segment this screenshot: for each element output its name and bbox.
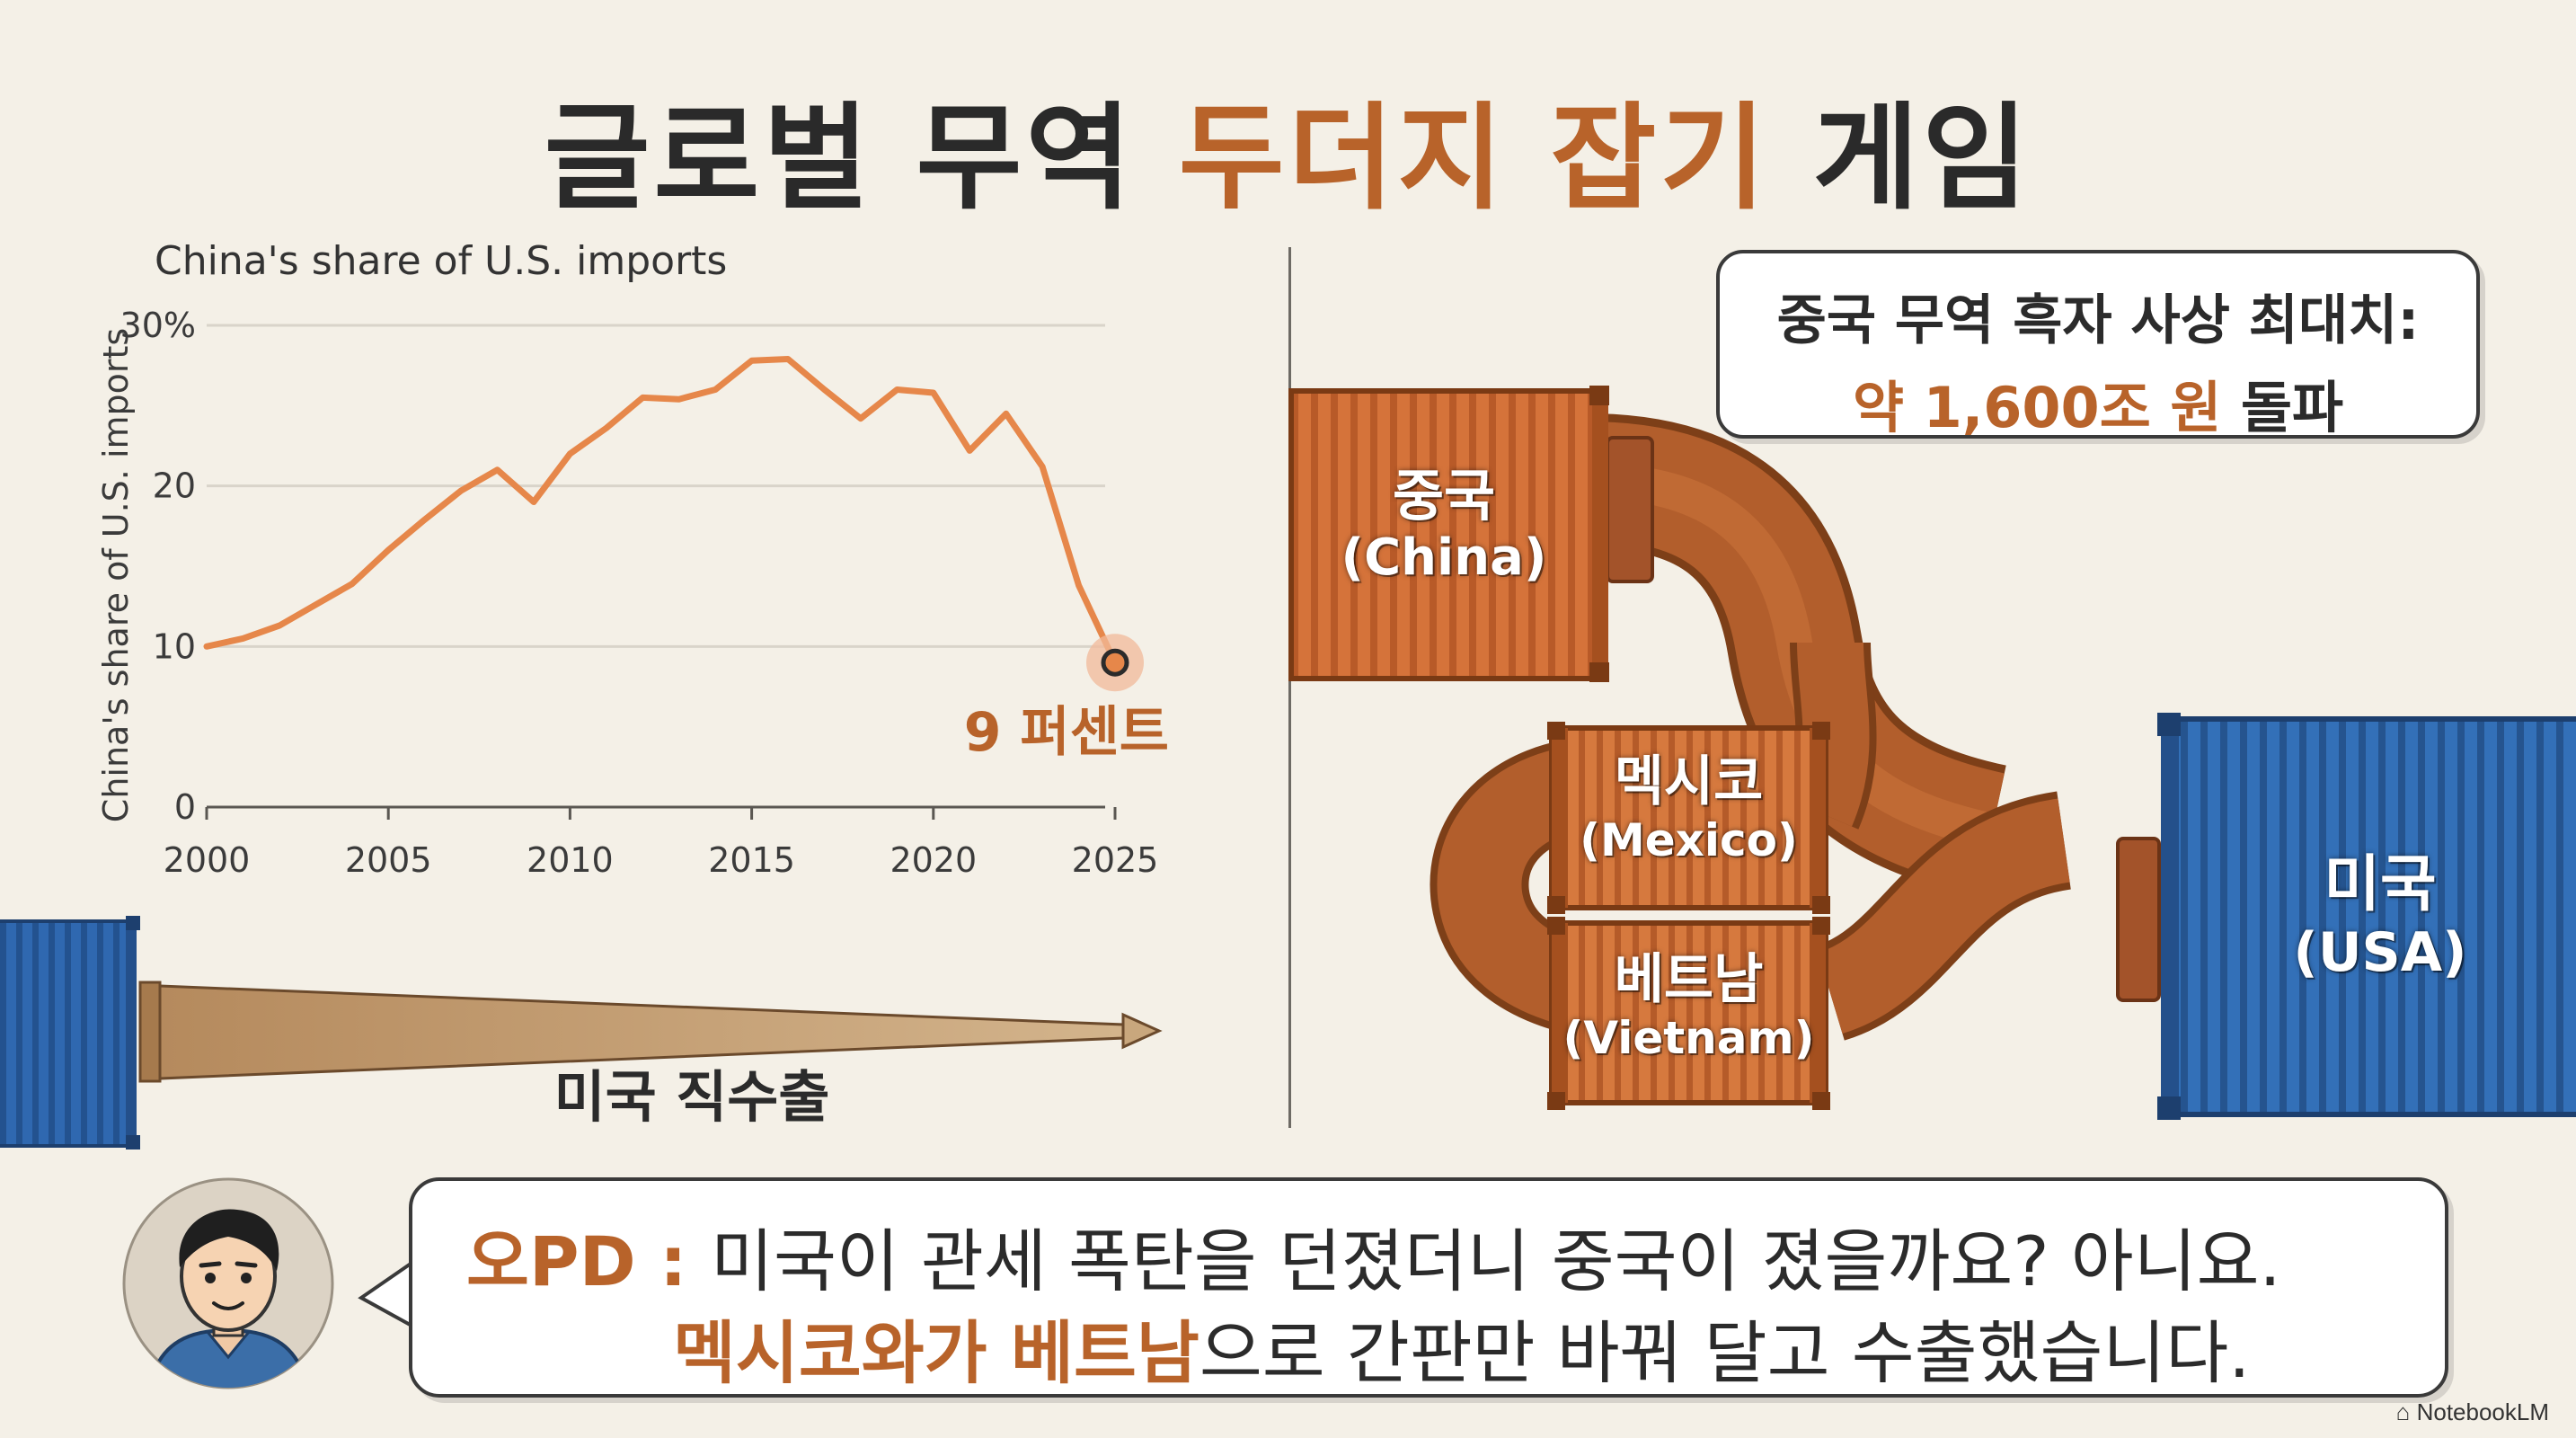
avatar: [122, 1177, 334, 1389]
vietnam-container-label: 베트남 (Vietnam): [1552, 948, 1826, 1065]
title-part2: 게임: [1769, 92, 2032, 226]
x-tick-label: 2000: [164, 840, 251, 880]
annotation-point: [1101, 648, 1129, 677]
china-share-line-chart: China's share of U.S. imports 0 10 20 30% 20…: [96, 238, 1169, 880]
notebooklm-watermark: ⌂ NotebookLM: [2395, 1398, 2549, 1425]
trade-pipes-illustration: [1288, 386, 2576, 1120]
vietnam-label-en: (Vietnam): [1562, 1011, 1815, 1064]
arrow-head: [1121, 1012, 1163, 1050]
x-tick-label: 2005: [345, 840, 432, 880]
y-tick-label: 30%: [120, 306, 196, 345]
usa-container: [2157, 713, 2576, 1120]
x-tick-label: 2020: [890, 840, 977, 880]
callout-line2: 약 1,600조 원 돌파: [1720, 362, 2476, 443]
annotation-label: 9 퍼센트: [964, 701, 1169, 764]
watermark-text: NotebookLM: [2416, 1398, 2549, 1425]
speech-highlight: 멕시코와가 베트남: [673, 1313, 1199, 1393]
usa-label-en: (USA): [2293, 921, 2467, 985]
speech-line2-text: 으로 간판만 바꿔 달고 수출했습니다.: [1199, 1313, 2251, 1393]
china-container: [1288, 386, 1609, 682]
callout-highlight: 약 1,600조 원: [1852, 375, 2222, 440]
y-tick-label: 10: [153, 626, 196, 666]
direct-exports-graphic: [0, 916, 1163, 1150]
speech-line1: 오PD : 미국이 관세 폭탄을 던졌더니 중국이 졌을까요? 아니요.: [466, 1206, 2281, 1305]
chart-title: China's share of U.S. imports: [155, 238, 727, 284]
chart-series: [203, 356, 1119, 666]
vietnam-label-ko: 베트남: [1614, 948, 1764, 1011]
y-tick-label: 20: [153, 466, 196, 506]
title-accent: 두더지 잡기: [1178, 92, 1770, 226]
title-part1: 글로벌 무역: [544, 92, 1179, 226]
series-line: [203, 356, 1119, 666]
mexico-label-ko: 멕시코: [1614, 750, 1764, 813]
page-title: 글로벌 무역 두더지 잡기 게임: [0, 65, 2576, 231]
mexico-container: [1547, 722, 1830, 914]
mexico-container-label: 멕시코 (Mexico): [1552, 750, 1826, 867]
trade-surplus-callout: 중국 무역 흑자 사상 최대치: 약 1,600조 원 돌파: [1716, 250, 2480, 440]
us-container-small: [0, 916, 140, 1150]
callout-line1: 중국 무역 흑자 사상 최대치:: [1776, 289, 2420, 352]
china-pipe-flange: [1606, 436, 1654, 583]
speaker-name: 오PD :: [466, 1221, 712, 1301]
china-label-ko: 중국: [1392, 463, 1496, 528]
usa-label-ko: 미국: [2324, 849, 2437, 920]
chart-grid: [207, 324, 1105, 648]
chart-annotation: 9 퍼센트: [964, 634, 1169, 764]
callout-rest: 돌파: [2221, 375, 2344, 440]
speech-line1-text: 미국이 관세 폭탄을 던졌더니 중국이 졌을까요? 아니요.: [711, 1221, 2281, 1301]
vietnam-container: [1547, 917, 1830, 1110]
direct-exports-label: 미국 직수출: [553, 1064, 830, 1130]
speech-bubble: 오PD : 미국이 관세 폭탄을 던졌더니 중국이 졌을까요? 아니요. 멕시코…: [409, 1177, 2448, 1398]
x-tick-label: 2015: [708, 840, 795, 880]
usa-container-label: 미국 (USA): [2173, 849, 2576, 985]
speech-line2: 멕시코와가 베트남으로 간판만 바꿔 달고 수출했습니다.: [673, 1298, 2250, 1397]
usa-pipe-flange: [2116, 837, 2161, 1002]
x-tick-label: 2010: [527, 840, 614, 880]
x-tick-label: 2025: [1072, 840, 1159, 880]
vertical-divider: [1288, 247, 1291, 1128]
y-tick-label: 0: [174, 787, 196, 827]
mexico-label-en: (Mexico): [1580, 813, 1798, 866]
china-label-en: (China): [1341, 528, 1547, 588]
chart-axes: 0 10 20 30% 2000 2005 2010 2015 2020 2025: [120, 306, 1159, 880]
china-container-label: 중국 (China): [1291, 463, 1597, 588]
funnel-mouth: [138, 981, 162, 1083]
y-axis-label: China's share of U.S. imports: [96, 328, 136, 822]
